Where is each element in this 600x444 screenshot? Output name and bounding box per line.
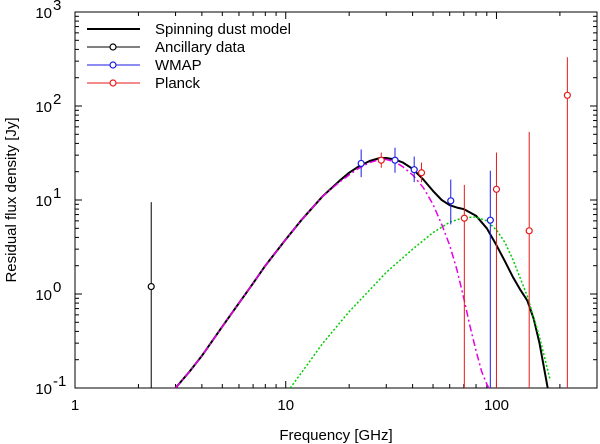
- y-tick-base: 10: [35, 381, 52, 398]
- y-tick-base: 10: [35, 99, 52, 116]
- axis-ticks: [74, 11, 598, 389]
- y-tick-label: 10 -1: [35, 373, 66, 398]
- curve-spinning-dust-model: [174, 157, 549, 388]
- plot-frame: [74, 11, 598, 389]
- y-tick-base: 10: [35, 5, 52, 22]
- legend-label-planck: Planck: [155, 75, 201, 92]
- planck-point: [417, 169, 426, 177]
- y-tick-base: 10: [35, 287, 52, 304]
- y-tick-label: 10 2: [35, 91, 61, 116]
- y-tick-exponent: 1: [53, 185, 61, 202]
- model-curves: [174, 157, 552, 388]
- planck-point: [525, 227, 533, 235]
- wmap-point: [410, 166, 418, 174]
- legend-label-spinning-dust-model: Spinning dust model: [155, 21, 291, 38]
- wmap-point: [357, 159, 365, 168]
- legend-marker-ancillary-data: [109, 43, 117, 51]
- x-axis-label: Frequency [GHz]: [279, 427, 392, 444]
- y-tick-exponent: 2: [53, 91, 61, 108]
- planck-point: [492, 185, 501, 193]
- wmap-point: [486, 216, 494, 224]
- data-points: [147, 57, 571, 388]
- planck-point: [563, 91, 571, 99]
- x-tick-label: 100: [484, 397, 509, 414]
- legend-label-ancillary-data: Ancillary data: [155, 39, 246, 56]
- x-tick-label: 1: [71, 397, 79, 414]
- y-tick-label: 10 0: [35, 279, 61, 304]
- legend-marker-wmap: [109, 61, 117, 69]
- x-tick-label: 10: [277, 397, 294, 414]
- y-tick-label: 10 1: [35, 185, 61, 210]
- planck-point: [460, 214, 468, 222]
- legend-marker-planck: [109, 79, 117, 87]
- y-tick-exponent: 3: [53, 0, 61, 14]
- wmap-point: [391, 156, 399, 164]
- wmap-point: [447, 197, 455, 205]
- planck-point: [377, 156, 385, 164]
- ancillary-data-point: [147, 282, 155, 291]
- legend-label-wmap: WMAP: [155, 57, 202, 74]
- curve-second-component: [289, 216, 552, 388]
- y-tick-exponent: -1: [53, 373, 66, 390]
- y-tick-label: 10 3: [35, 0, 61, 22]
- y-axis-label: Residual flux density [Jy]: [3, 117, 20, 282]
- y-tick-base: 10: [35, 193, 52, 210]
- y-tick-exponent: 0: [53, 279, 61, 296]
- curve-spinning-dust-component: [174, 158, 490, 388]
